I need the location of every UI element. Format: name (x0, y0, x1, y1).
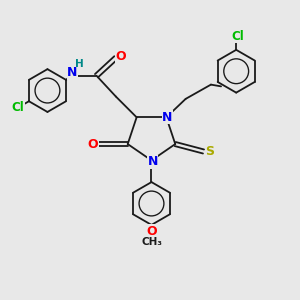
Text: N: N (162, 111, 173, 124)
Text: S: S (206, 145, 214, 158)
Text: N: N (67, 66, 78, 79)
Text: O: O (146, 225, 157, 238)
Text: O: O (116, 50, 127, 63)
Text: Cl: Cl (231, 30, 244, 43)
Text: CH₃: CH₃ (141, 237, 162, 247)
Text: Cl: Cl (11, 101, 24, 114)
Text: N: N (148, 155, 158, 168)
Text: H: H (75, 59, 84, 69)
Text: O: O (88, 138, 98, 151)
